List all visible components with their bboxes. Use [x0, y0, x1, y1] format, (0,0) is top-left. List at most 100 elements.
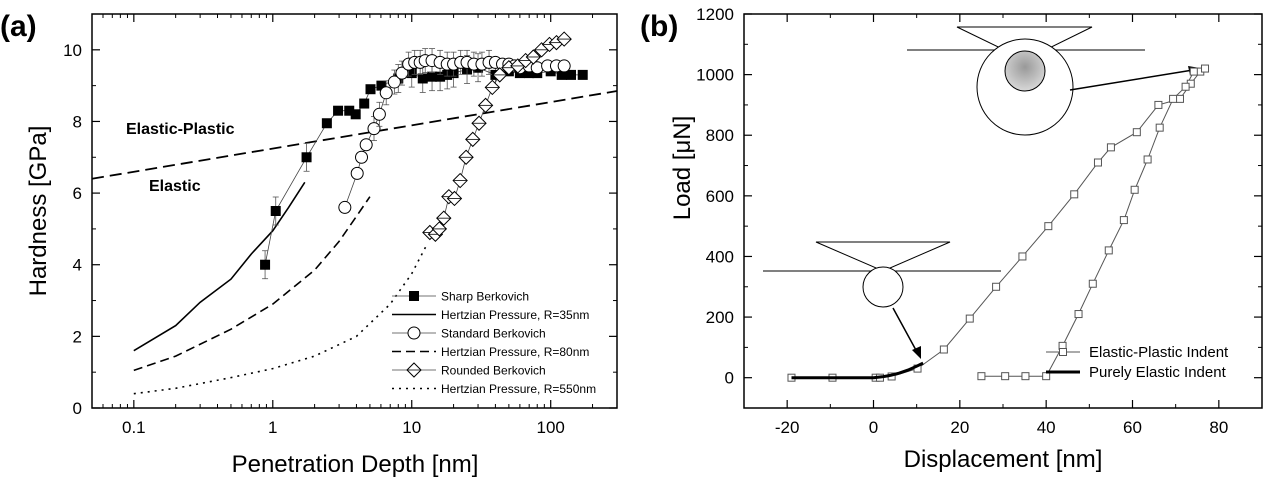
- data-point: [376, 80, 387, 91]
- elastic-plastic-indenter-schematic: [907, 26, 1200, 136]
- y-tick-label: 1200: [696, 5, 734, 24]
- elastic-plastic-point: [1155, 123, 1164, 132]
- x-tick-label: 60: [1123, 418, 1142, 437]
- data-point: [395, 66, 409, 80]
- elastic-plastic-point: [1021, 372, 1030, 381]
- x-tick-label: 10: [402, 418, 421, 437]
- y-tick-label: 4: [73, 256, 82, 275]
- data-point: [344, 105, 355, 116]
- legend-label: Hertzian Pressure, R=35nm: [441, 308, 589, 322]
- data-point: [556, 69, 567, 80]
- data-point: [427, 71, 438, 82]
- x-tick-label: -20: [775, 418, 800, 437]
- data-point: [458, 149, 474, 165]
- data-point: [492, 67, 508, 83]
- hardness-x-axis-title: Penetration Depth [nm]: [232, 451, 479, 478]
- data-point: [406, 68, 417, 79]
- hardness-axis-ticks: 0.1 1 10 100 0 2 4 6 8 10: [63, 14, 617, 437]
- elastic-plastic-point: [1181, 82, 1190, 91]
- elastic-plastic-point: [1093, 158, 1102, 167]
- y-tick-label: 6: [73, 184, 82, 203]
- data-point: [577, 69, 588, 80]
- y-tick-label: 10: [63, 41, 82, 60]
- elastic-plastic-boundary-line: [91, 90, 618, 180]
- hardness-data-points: [260, 31, 588, 280]
- data-point: [435, 71, 446, 82]
- hertzian-curve-line: [133, 242, 429, 395]
- elastic-plastic-point: [992, 282, 1001, 291]
- elastic-plastic-point: [1088, 279, 1097, 288]
- annotation-elastic: Elastic: [149, 178, 201, 195]
- data-point: [477, 97, 494, 114]
- elastic-plastic-point: [1143, 155, 1152, 164]
- elastic-plastic-point: [1042, 372, 1051, 381]
- hardness-y-axis-title: Hardness [GPa]: [25, 126, 52, 297]
- elastic-plastic-point: [1175, 94, 1184, 103]
- data-point: [260, 259, 271, 270]
- hardness-plot-frame: [91, 13, 618, 409]
- data-point: [524, 68, 535, 79]
- legend-label: Standard Berkovich: [441, 327, 546, 341]
- data-point: [566, 69, 577, 80]
- x-tick-label: 0.1: [122, 418, 146, 437]
- data-point: [350, 166, 364, 180]
- y-tick-label: 1000: [696, 66, 734, 85]
- x-tick-label: 0: [869, 418, 878, 437]
- legend-label: Rounded Berkovich: [441, 364, 546, 378]
- data-point: [365, 84, 376, 95]
- hertzian-curves: [133, 181, 429, 395]
- elastic-plastic-point: [1074, 310, 1083, 319]
- elastic-plastic-point: [1201, 64, 1210, 73]
- legend-label: Hertzian Pressure, R=80nm: [441, 345, 589, 359]
- elastic-plastic-point: [965, 314, 974, 323]
- data-point: [355, 150, 369, 164]
- y-tick-label: 400: [706, 247, 734, 266]
- hardness-legend: Sharp Berkovich Hertzian Pressure, R=35nm…: [392, 290, 596, 396]
- elastic-plastic-point: [1169, 94, 1178, 103]
- data-point: [270, 206, 281, 216]
- legend-marker: [409, 291, 419, 301]
- elastic-plastic-point: [1154, 100, 1163, 109]
- hertzian-curve-line: [133, 181, 306, 352]
- panel-label-b: (b): [640, 10, 678, 43]
- elastic-plastic-point: [1130, 185, 1139, 194]
- data-point: [436, 210, 452, 226]
- data-point: [333, 105, 344, 116]
- load-x-axis-title: Displacement [nm]: [904, 446, 1103, 473]
- data-point: [350, 109, 361, 120]
- y-tick-label: 200: [706, 308, 734, 327]
- purely-elastic-line: [791, 361, 924, 380]
- data-point: [321, 118, 332, 129]
- data-point: [367, 122, 381, 136]
- purely-elastic-indenter-schematic: [763, 241, 1001, 359]
- x-tick-label: 1: [268, 418, 277, 437]
- data-point: [525, 49, 542, 65]
- data-point: [446, 190, 463, 207]
- elastic-plastic-point: [1132, 128, 1141, 137]
- data-point: [484, 79, 501, 96]
- y-tick-label: 2: [73, 327, 82, 346]
- legend-label: Elastic-Plastic Indent: [1089, 344, 1229, 361]
- load-y-axis-title: Load [μN]: [669, 116, 696, 221]
- load-curves: [787, 64, 1210, 382]
- hertzian-curve-line: [133, 196, 371, 372]
- data-point: [452, 172, 468, 189]
- data-point: [387, 75, 401, 89]
- data-point: [557, 59, 571, 73]
- elastic-plastic-point: [1106, 143, 1115, 152]
- x-tick-label: 80: [1209, 418, 1228, 437]
- x-tick-label: 40: [1037, 418, 1056, 437]
- elastic-plastic-point: [1070, 190, 1079, 199]
- y-tick-label: 0: [73, 399, 82, 418]
- elastic-plastic-point: [1018, 252, 1027, 261]
- load-legend: Elastic-Plastic Indent Purely Elastic Ind…: [1046, 344, 1229, 381]
- data-point: [359, 138, 373, 152]
- data-point: [465, 131, 481, 148]
- hardness-chart: 0.1 1 10 100 0 2 4 6 8 10 Elastic-Plastic Elastic…: [25, 13, 618, 478]
- elastic-plastic-point: [939, 345, 948, 354]
- data-point: [417, 73, 428, 84]
- data-point: [301, 152, 312, 163]
